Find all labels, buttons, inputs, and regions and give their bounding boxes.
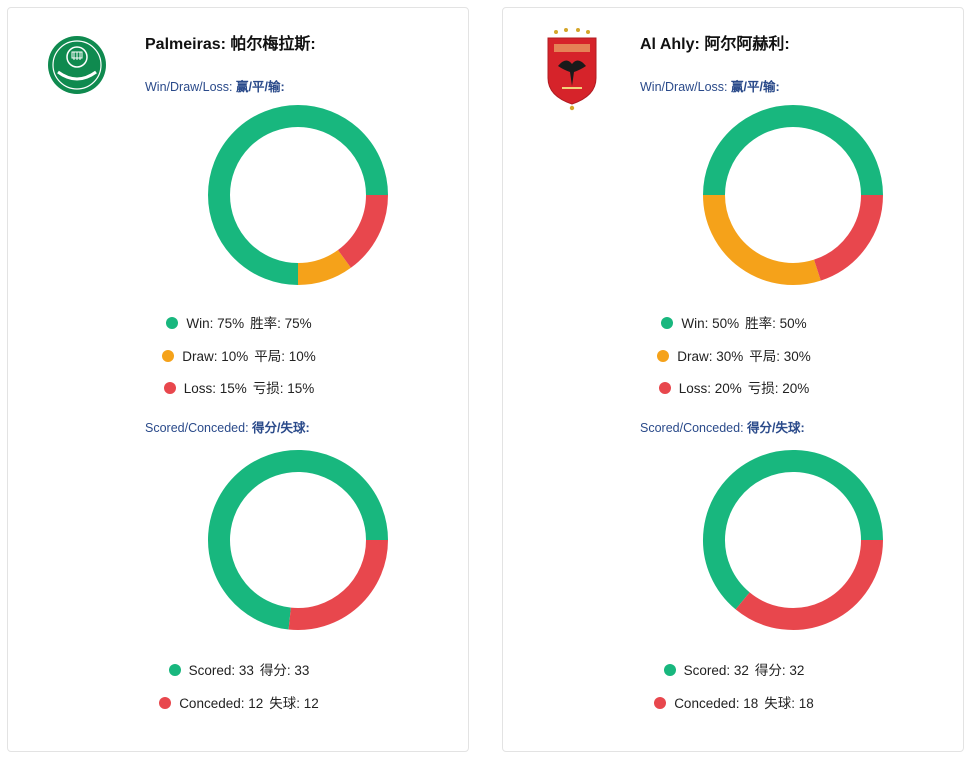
legend-conceded-cn: 失球: 12 xyxy=(269,696,319,711)
donut-segment-scored xyxy=(703,450,883,610)
team-name: Al Ahly: xyxy=(640,36,700,53)
legend-scored-en: Scored: 33 xyxy=(188,663,254,678)
legend-loss-cn: 亏损: 20% xyxy=(747,381,810,396)
legend-draw-en: Draw: 10% xyxy=(182,349,249,364)
legend-item-loss: Loss: 20% 亏损: 20% xyxy=(503,377,965,397)
sc-label-cn: 得分/失球: xyxy=(252,421,310,435)
donut-segment-draw xyxy=(297,249,351,285)
legend-conceded-cn: 失球: 18 xyxy=(764,696,814,711)
sc-label: Scored/Conceded: xyxy=(145,421,249,435)
legend-draw-cn: 平局: 30% xyxy=(749,349,811,364)
legend-draw-en: Draw: 30% xyxy=(677,349,744,364)
scored-dot xyxy=(168,664,181,676)
legend-scored-cn: 得分: 33 xyxy=(259,663,310,678)
team-title: Palmeiras: 帕尔梅拉斯: xyxy=(145,30,316,54)
team-name-cn: 阿尔阿赫利: xyxy=(704,36,790,53)
donut-segment-conceded xyxy=(288,539,388,630)
donut-segment-win xyxy=(703,105,883,196)
legend-item-draw: Draw: 10% 平局: 10% xyxy=(8,345,470,365)
al-ahly-crest-icon xyxy=(547,28,597,111)
loss-dot xyxy=(658,382,671,394)
wdl-label-cn: 赢/平/输: xyxy=(236,80,285,94)
draw-dot xyxy=(657,350,670,362)
legend-item-scored: Scored: 32 得分: 32 xyxy=(503,659,965,679)
wdl-label: Win/Draw/Loss: xyxy=(145,80,233,94)
team-name: Palmeiras: xyxy=(145,36,226,53)
team-name-cn: 帕尔梅拉斯: xyxy=(230,36,316,53)
sc-donut-chart xyxy=(703,450,883,630)
legend-draw-cn: 平局: 10% xyxy=(254,349,316,364)
team-title: Al Ahly: 阿尔阿赫利: xyxy=(640,30,790,54)
wdl-label-cn: 赢/平/输: xyxy=(731,80,780,94)
legend-item-loss: Loss: 15% 亏损: 15% xyxy=(8,377,470,397)
win-dot xyxy=(661,317,674,329)
wdl-section-label: Win/Draw/Loss: 赢/平/输: xyxy=(145,76,285,95)
wdl-section-label: Win/Draw/Loss: 赢/平/输: xyxy=(640,76,780,95)
donut-segment-loss xyxy=(813,194,883,281)
wdl-donut-chart xyxy=(208,105,388,285)
scored-dot xyxy=(663,664,676,676)
donut-segment-scored xyxy=(208,450,388,630)
donut-segment-draw xyxy=(703,194,821,285)
donut-segment-win xyxy=(208,105,388,285)
legend-item-draw: Draw: 30% 平局: 30% xyxy=(503,345,965,365)
legend-win-cn: 胜率: 50% xyxy=(745,316,807,331)
legend-conceded-en: Conceded: 12 xyxy=(179,696,264,711)
sc-section-label: Scored/Conceded: 得分/失球: xyxy=(640,417,805,436)
legend-win-en: Win: 75% xyxy=(186,316,245,331)
legend-loss-en: Loss: 20% xyxy=(678,381,742,396)
legend-item-win: Win: 50% 胜率: 50% xyxy=(503,312,965,332)
team-card-al-ahly: Al Ahly: 阿尔阿赫利: Win/Draw/Loss: 赢/平/输: Wi… xyxy=(502,7,964,752)
wdl-donut-chart xyxy=(703,105,883,285)
donut-segment-conceded xyxy=(735,539,883,630)
team-card-palmeiras: Palmeiras: 帕尔梅拉斯: Win/Draw/Loss: 赢/平/输: … xyxy=(7,7,469,752)
legend-scored-en: Scored: 32 xyxy=(683,663,749,678)
sc-label-cn: 得分/失球: xyxy=(747,421,805,435)
palmeiras-crest-icon xyxy=(48,36,106,94)
win-dot xyxy=(166,317,179,329)
legend-conceded-en: Conceded: 18 xyxy=(674,696,759,711)
sc-section-label: Scored/Conceded: 得分/失球: xyxy=(145,417,310,436)
legend-loss-cn: 亏损: 15% xyxy=(252,381,315,396)
draw-dot xyxy=(162,350,175,362)
sc-donut-chart xyxy=(208,450,388,630)
wdl-label: Win/Draw/Loss: xyxy=(640,80,728,94)
loss-dot xyxy=(163,382,176,394)
legend-item-win: Win: 75% 胜率: 75% xyxy=(8,312,470,332)
legend-item-scored: Scored: 33 得分: 33 xyxy=(8,659,470,679)
donut-segment-loss xyxy=(337,194,388,268)
legend-scored-cn: 得分: 32 xyxy=(754,663,805,678)
legend-loss-en: Loss: 15% xyxy=(183,381,247,396)
legend-item-conceded: Conceded: 12 失球: 12 xyxy=(8,692,470,712)
legend-item-conceded: Conceded: 18 失球: 18 xyxy=(503,692,965,712)
conceded-dot xyxy=(159,697,172,709)
conceded-dot xyxy=(654,697,667,709)
sc-label: Scored/Conceded: xyxy=(640,421,744,435)
legend-win-en: Win: 50% xyxy=(681,316,740,331)
legend-win-cn: 胜率: 75% xyxy=(250,316,312,331)
